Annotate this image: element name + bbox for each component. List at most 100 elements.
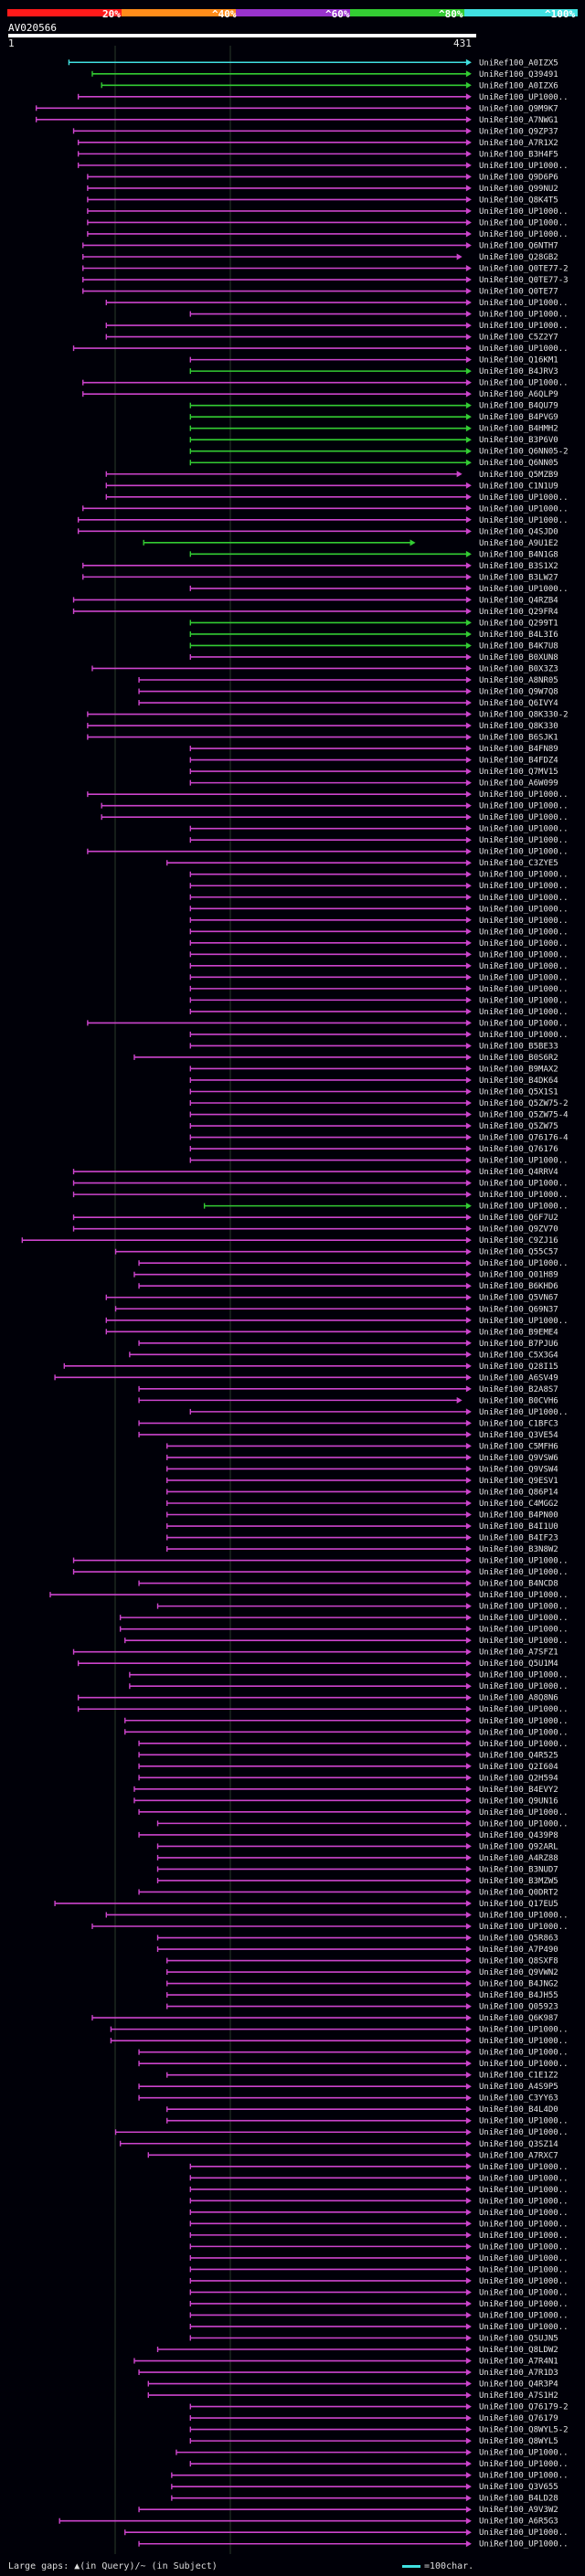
hit-label[interactable]: UniRef100_B2A8S7 [479,1385,558,1394]
hit-row[interactable]: UniRef100_Q76176 [189,1145,558,1154]
hit-row[interactable]: UniRef100_Q9ESV1 [166,1477,558,1486]
hit-row[interactable]: UniRef100_UP1000.. [189,1408,569,1417]
hit-label[interactable]: UniRef100_UP1000.. [479,322,569,331]
hit-label[interactable]: UniRef100_B3NUD7 [479,1865,558,1874]
hit-row[interactable]: UniRef100_UP1000.. [129,1671,569,1680]
hit-row[interactable]: UniRef100_Q5R863 [156,1935,558,1944]
hit-label[interactable]: UniRef100_UP1000.. [479,939,569,949]
hit-label[interactable]: UniRef100_UP1000.. [479,2449,569,2458]
hit-row[interactable]: UniRef100_UP1000.. [189,2265,569,2274]
hit-row[interactable]: UniRef100_UP1000.. [189,871,569,880]
hit-row[interactable]: UniRef100_B3LW27 [82,573,558,582]
hit-row[interactable]: UniRef100_UP1000.. [105,493,569,503]
hit-row[interactable]: UniRef100_B9EME4 [105,1328,558,1337]
hit-row[interactable]: UniRef100_UP1000.. [82,504,569,514]
hit-label[interactable]: UniRef100_Q28I15 [479,1362,558,1372]
hit-row[interactable]: UniRef100_UP1000.. [91,1923,569,1932]
hit-row[interactable]: UniRef100_B3P6V0 [189,436,558,445]
hit-row[interactable]: UniRef100_A0IZX5 [68,58,558,68]
hit-label[interactable]: UniRef100_B4I1U0 [479,1522,558,1532]
hit-row[interactable]: UniRef100_Q5MZB9 [105,471,558,480]
hit-row[interactable]: UniRef100_Q6K987 [91,2014,558,2023]
hit-label[interactable]: UniRef100_Q69N37 [479,1305,558,1314]
hit-label[interactable]: UniRef100_UP1000.. [479,985,569,994]
hit-row[interactable]: UniRef100_UP1000.. [114,2128,569,2137]
hit-label[interactable]: UniRef100_UP1000.. [479,2037,569,2046]
hit-row[interactable]: UniRef100_Q8WYL5-2 [189,2426,569,2435]
hit-label[interactable]: UniRef100_C9ZJ16 [479,1236,558,1246]
hit-label[interactable]: UniRef100_C1N1U9 [479,482,558,491]
hit-label[interactable]: UniRef100_UP1000.. [479,585,569,594]
hit-label[interactable]: UniRef100_B4FN89 [479,745,558,754]
hit-row[interactable]: UniRef100_Q5U1M4 [77,1659,558,1669]
hit-label[interactable]: UniRef100_B4EVY2 [479,1786,558,1795]
hit-row[interactable]: UniRef100_UP1000.. [72,1191,569,1200]
hit-row[interactable]: UniRef100_B4EVY2 [133,1786,558,1795]
hit-label[interactable]: UniRef100_Q4RRV4 [479,1168,558,1177]
hit-row[interactable]: UniRef100_Q5ZW75-2 [189,1099,569,1108]
hit-row[interactable]: UniRef100_A7NWG1 [35,116,558,125]
hit-row[interactable]: UniRef100_Q16KM1 [189,356,558,366]
hit-row[interactable]: UniRef100_UP1000.. [72,1557,569,1566]
hit-label[interactable]: UniRef100_Q76176 [479,1145,558,1154]
hit-row[interactable]: UniRef100_UP1000.. [138,1740,569,1749]
hit-row[interactable]: UniRef100_UP1000.. [119,1626,569,1635]
hit-row[interactable]: UniRef100_B4NCD8 [138,1580,558,1589]
hit-row[interactable]: UniRef100_B0S6R2 [133,1054,558,1063]
hit-row[interactable]: UniRef100_Q69N37 [114,1305,558,1314]
hit-row[interactable]: UniRef100_B3N8W2 [166,1545,558,1554]
hit-row[interactable]: UniRef100_Q9M9K7 [35,104,558,113]
hit-label[interactable]: UniRef100_UP1000.. [479,2460,569,2469]
hit-label[interactable]: UniRef100_Q6NN05 [479,459,558,468]
hit-row[interactable]: UniRef100_B4LD28 [171,2495,558,2504]
hit-label[interactable]: UniRef100_UP1000.. [479,905,569,914]
hit-label[interactable]: UniRef100_UP1000.. [479,1614,569,1623]
hit-row[interactable]: UniRef100_Q5UJN5 [189,2334,558,2343]
hit-row[interactable]: UniRef100_UP1000.. [189,928,569,937]
hit-row[interactable]: UniRef100_B6SJK1 [87,734,558,743]
hit-row[interactable]: UniRef100_UP1000.. [189,950,569,959]
hit-row[interactable]: UniRef100_C1N1U9 [105,482,558,491]
hit-label[interactable]: UniRef100_UP1000.. [479,2060,569,2069]
hit-label[interactable]: UniRef100_Q0TE77-3 [479,276,569,285]
hit-label[interactable]: UniRef100_Q7MV15 [479,768,558,777]
hit-label[interactable]: UniRef100_B4L3I6 [479,631,558,640]
hit-row[interactable]: UniRef100_C4MGG2 [166,1500,558,1509]
hit-label[interactable]: UniRef100_C5X3G4 [479,1351,558,1360]
hit-row[interactable]: UniRef100_Q28GB2 [82,253,558,262]
hit-label[interactable]: UniRef100_UP1000.. [479,2197,569,2206]
hit-label[interactable]: UniRef100_UP1000.. [479,790,569,800]
hit-label[interactable]: UniRef100_UP1000.. [479,825,569,834]
hit-label[interactable]: UniRef100_B4DK64 [479,1076,558,1086]
hit-label[interactable]: UniRef100_A7RXC7 [479,2151,558,2160]
hit-row[interactable]: UniRef100_C5Z2Y7 [105,334,558,343]
hit-row[interactable]: UniRef100_UP1000.. [138,2540,569,2549]
hit-label[interactable]: UniRef100_B4IF23 [479,1534,558,1543]
hit-row[interactable]: UniRef100_Q8LDW2 [156,2346,558,2355]
hit-row[interactable]: UniRef100_UP1000.. [189,2163,569,2172]
hit-label[interactable]: UniRef100_UP1000.. [479,802,569,811]
hit-row[interactable]: UniRef100_A8NR05 [138,676,558,685]
hit-label[interactable]: UniRef100_Q99NU2 [479,185,558,194]
hit-label[interactable]: UniRef100_UP1000.. [479,836,569,845]
hit-label[interactable]: UniRef100_B4QU79 [479,402,558,411]
hit-row[interactable]: UniRef100_Q0DRT2 [138,1888,558,1897]
hit-label[interactable]: UniRef100_Q4R3P4 [479,2380,558,2390]
hit-label[interactable]: UniRef100_UP1000.. [479,1705,569,1714]
hit-row[interactable]: UniRef100_UP1000.. [189,985,569,994]
hit-label[interactable]: UniRef100_B5BE33 [479,1042,558,1051]
hit-label[interactable]: UniRef100_UP1000.. [479,2472,569,2481]
hit-label[interactable]: UniRef100_B3H4F5 [479,150,558,159]
hit-row[interactable]: UniRef100_UP1000.. [87,1019,569,1028]
hit-label[interactable]: UniRef100_Q4RZB4 [479,596,558,605]
hit-row[interactable]: UniRef100_Q7MV15 [189,768,558,777]
hit-label[interactable]: UniRef100_UP1000.. [479,1019,569,1028]
hit-label[interactable]: UniRef100_Q9ZV70 [479,1225,558,1235]
hit-row[interactable]: UniRef100_Q55C57 [114,1248,558,1257]
hit-row[interactable]: UniRef100_B4IF23 [166,1534,558,1543]
hit-label[interactable]: UniRef100_UP1000.. [479,2265,569,2274]
hit-row[interactable]: UniRef100_UP1000.. [105,299,569,308]
hit-label[interactable]: UniRef100_A7P490 [479,1945,558,1955]
hit-label[interactable]: UniRef100_UP1000.. [479,1717,569,1726]
hit-row[interactable]: UniRef100_B5BE33 [189,1042,558,1051]
